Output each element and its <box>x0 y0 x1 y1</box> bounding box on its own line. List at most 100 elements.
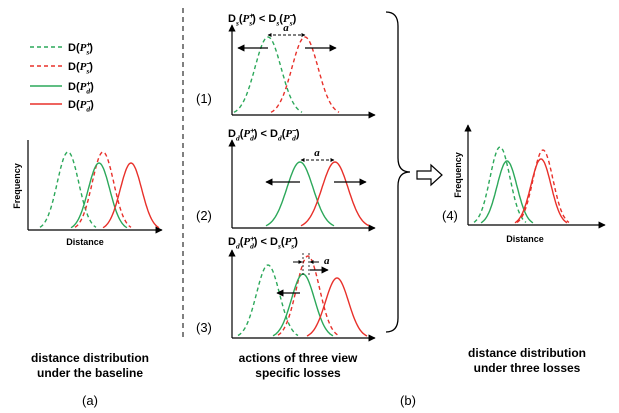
legend-label-dd-pos-sup: + <box>86 79 91 88</box>
panel-a-curve-2 <box>70 162 128 229</box>
panel-1-condition-part-9: s <box>275 18 279 27</box>
panel-2-curve-0 <box>265 161 335 227</box>
panel-2-condition-part-8: D <box>270 128 278 140</box>
panel-2-condition-part-14: ) <box>296 128 300 140</box>
panel-3-condition-part-10: ( <box>281 236 285 248</box>
panel-4-curve-2 <box>480 160 534 224</box>
panel-a-curve-0 <box>39 151 97 228</box>
panel-2: Dd(P+ d) < Dd(P− d) a (2) <box>196 126 376 232</box>
panel-2-curve-1 <box>300 161 370 227</box>
legend-label-dd-neg-var: P <box>80 99 87 111</box>
legend-label-dd-neg-sup: − <box>86 97 91 106</box>
legend-label-dd-pos-var: P <box>80 81 87 93</box>
panel-3-condition-part-2: ( <box>240 236 244 248</box>
brace <box>385 11 411 333</box>
panel-3-curve-3 <box>306 277 368 337</box>
legend-label-dd-neg: D(P− d) <box>68 97 94 114</box>
captions: distance distribution under the baseline… <box>31 346 586 408</box>
panel-3-condition-part-6: ) <box>254 236 258 248</box>
legend-label-ds-neg-sub: s <box>85 67 89 76</box>
panel-1: Ds(P+ s) < Ds(P− s) a (1) <box>196 11 376 119</box>
panel-a-curves <box>39 151 160 229</box>
panel-1-curve-1 <box>270 36 340 113</box>
panel-4-curve-1 <box>516 149 570 223</box>
panel-4-ylabel: Frequency <box>453 152 463 198</box>
panel-3-condition-part-14: ) <box>294 236 298 248</box>
panel-1-condition-part-1: s <box>235 18 239 27</box>
legend-label-dd-pos-func: D <box>68 81 76 93</box>
panel-2-condition-part-4: + <box>250 126 255 135</box>
panel-2-index: (2) <box>196 208 212 223</box>
panel-1-curves <box>233 36 340 113</box>
panel-1-condition-part-3: P <box>243 13 250 25</box>
legend-item-ds-pos: D(P+ s) <box>30 40 93 57</box>
panel-2-condition-part-6: ) <box>254 128 258 140</box>
panel-3-condition-part-0: D <box>228 236 236 248</box>
panel-2-condition-part-13: d <box>292 134 296 143</box>
panel-1-condition-part-0: D <box>228 13 236 25</box>
legend-label-ds-neg-sup: − <box>86 59 91 68</box>
legend-label-dd-pos-sub: d <box>86 87 90 96</box>
legend-label-ds-pos-func: D <box>68 42 76 54</box>
panel-4: (4) Frequency Distance <box>442 124 606 244</box>
legend-label-ds-pos: D(P+ s) <box>68 40 93 57</box>
panel-3-condition-part-11: P <box>285 236 292 248</box>
label-a: (a) <box>82 393 98 408</box>
legend: D(P+ s) D(P− s) D(P+ d) D(P− d) <box>30 40 94 114</box>
legend-label-dd-neg-func: D <box>68 99 76 111</box>
panel-3-condition-part-12: − <box>291 234 296 243</box>
result-arrow <box>416 163 443 187</box>
panel-3-curves <box>237 255 368 337</box>
panel-4-curve-3 <box>514 158 568 224</box>
panel-2-condition-part-1: d <box>236 133 240 142</box>
panel-2-condition: Dd(P+ d) < Dd(P− d) <box>228 126 300 143</box>
panel-3-curve-0 <box>237 264 299 337</box>
panel-1-condition-part-7: < <box>256 13 269 25</box>
panel-1-condition-part-11: P <box>283 13 290 25</box>
legend-item-ds-neg: D(P− s) <box>30 59 93 76</box>
panel-3: Dd(P+ d) < Ds(P− s) a (3) <box>196 234 376 342</box>
legend-item-dd-neg: D(P− d) <box>30 97 94 114</box>
legend-label-dd-pos: D(P+ d) <box>68 79 94 96</box>
panel-1-margin-label: a <box>283 22 289 34</box>
panel-1-condition-part-6: ) <box>252 13 256 25</box>
caption-b-line-2: specific losses <box>255 366 341 380</box>
panel-2-margin-label: a <box>314 147 320 159</box>
panel-1-condition-part-2: ( <box>239 13 243 25</box>
panel-1-condition-part-8: D <box>268 13 276 25</box>
panel-1-condition: Ds(P+ s) < Ds(P− s) <box>228 11 297 28</box>
legend-label-ds-pos-var: P <box>80 42 87 54</box>
panel-2-curves <box>265 161 370 227</box>
caption-c-line-1: distance distribution <box>468 346 586 360</box>
panel-2-condition-part-5: d <box>250 134 254 143</box>
panel-2-condition-part-9: d <box>278 133 282 142</box>
legend-label-dd-neg-sub: d <box>86 105 90 114</box>
panel-4-index: (4) <box>442 208 458 223</box>
legend-item-dd-pos: D(P+ d) <box>30 79 94 96</box>
panel-3-condition-part-1: d <box>236 241 240 250</box>
panel-3-condition-part-4: + <box>250 234 255 243</box>
panel-3-condition-part-8: D <box>270 236 278 248</box>
legend-label-ds-pos-sub: s <box>85 48 89 57</box>
legend-label-ds-pos-sup: + <box>86 40 91 49</box>
panel-3-curve-1 <box>277 255 339 336</box>
caption-a-line-1: distance distribution <box>31 351 149 365</box>
panel-2-condition-part-11: P <box>285 128 292 140</box>
panel-1-condition-part-14: ) <box>293 13 297 25</box>
panel-a-curve-3 <box>102 162 160 229</box>
panel-3-condition-part-7: < <box>257 236 270 248</box>
panel-1-condition-part-4: + <box>249 11 254 20</box>
panel-3-margin-label: a <box>324 255 330 267</box>
panel-3-condition: Dd(P+ d) < Ds(P− s) <box>228 234 298 251</box>
panel-4-curves <box>473 146 570 224</box>
panel-1-condition-part-13: s <box>289 19 293 28</box>
panel-1-condition-part-5: s <box>248 19 252 28</box>
label-b: (b) <box>400 393 416 408</box>
panel-2-condition-part-10: ( <box>282 128 286 140</box>
legend-label-ds-neg-var: P <box>80 61 87 73</box>
panel-2-condition-part-0: D <box>228 128 236 140</box>
panel-a-xlabel: Distance <box>66 237 104 247</box>
panel-1-condition-part-12: − <box>290 11 295 20</box>
panel-2-condition-part-12: − <box>292 126 297 135</box>
